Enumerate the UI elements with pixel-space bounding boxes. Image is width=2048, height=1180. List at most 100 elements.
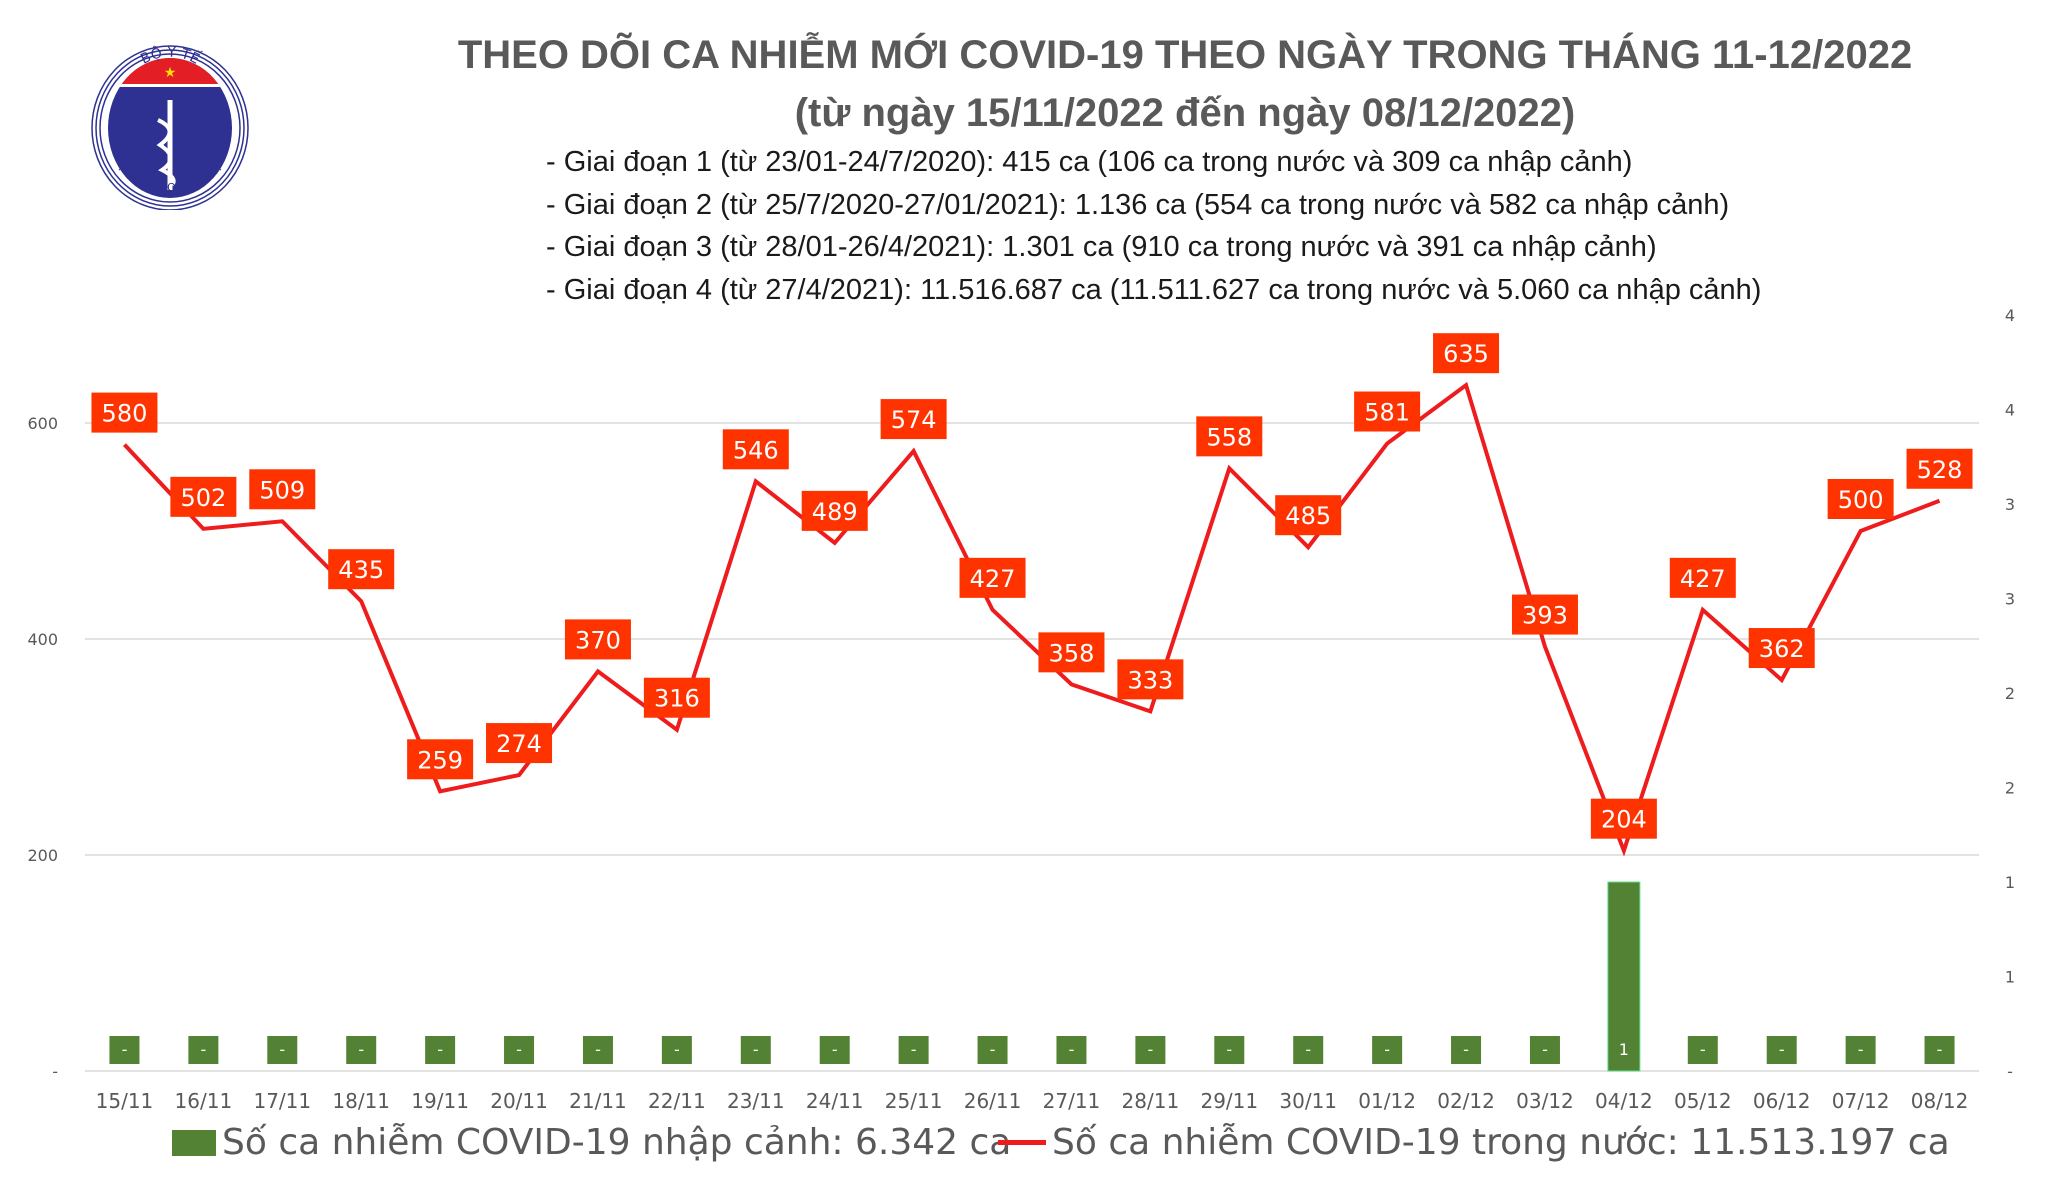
line-data-label-box bbox=[328, 549, 395, 590]
line-data-label-box bbox=[643, 677, 710, 718]
legend-item-imported: Số ca nhiễm COVID-19 nhập cảnh: 6.342 ca bbox=[172, 1122, 1011, 1163]
right-axis-tick-label: 3 bbox=[2005, 495, 2015, 514]
line-data-label-box bbox=[564, 619, 631, 660]
line-data-label-box bbox=[1275, 495, 1342, 536]
line-data-label-box bbox=[91, 392, 158, 433]
bar-data-label: - bbox=[122, 1040, 128, 1059]
bar-zero-label-box bbox=[1924, 1036, 1955, 1064]
line-data-label-box bbox=[880, 399, 947, 440]
line-data-label: 435 bbox=[338, 556, 384, 584]
right-axis-tick-label: 2 bbox=[2005, 684, 2015, 703]
bar-data-label: - bbox=[1937, 1040, 1943, 1059]
x-axis-tick-label: 22/11 bbox=[648, 1089, 706, 1113]
x-axis-tick-label: 29/11 bbox=[1200, 1089, 1258, 1113]
line-data-label-box bbox=[486, 723, 553, 764]
line-data-label-box bbox=[1117, 659, 1184, 700]
line-data-label-box bbox=[1196, 416, 1263, 457]
bar-zero-label-box bbox=[267, 1036, 298, 1064]
bar-data-label: - bbox=[1305, 1040, 1311, 1059]
left-axis-tick-label: 600 bbox=[27, 414, 58, 433]
x-axis-tick-label: 06/12 bbox=[1753, 1089, 1811, 1113]
bar-data-label: - bbox=[1384, 1040, 1390, 1059]
legend-swatch-bar bbox=[172, 1129, 216, 1156]
line-data-label-box bbox=[959, 557, 1026, 598]
line-data-label-box bbox=[1748, 628, 1815, 669]
line-series-domestic bbox=[122, 381, 1941, 857]
bar-data-label: - bbox=[832, 1040, 838, 1059]
bar-data-label: - bbox=[1700, 1040, 1706, 1059]
x-axis-tick-label: 23/11 bbox=[727, 1089, 785, 1113]
bar-zero-label-box bbox=[661, 1036, 692, 1064]
bar-zero-label-box bbox=[109, 1036, 140, 1064]
line-data-label: 362 bbox=[1759, 635, 1805, 663]
line-data-label: 574 bbox=[891, 406, 937, 434]
bar-zero-label-box bbox=[1056, 1036, 1087, 1064]
bar-data-label: - bbox=[595, 1040, 601, 1059]
bar-data-label: - bbox=[1542, 1040, 1548, 1059]
line-data-label: 581 bbox=[1364, 399, 1410, 427]
x-axis-tick-label: 17/11 bbox=[253, 1089, 311, 1113]
line-data-label: 333 bbox=[1127, 666, 1173, 694]
bar-zero-label-box bbox=[1372, 1036, 1403, 1064]
x-axis-tick-label: 25/11 bbox=[885, 1089, 943, 1113]
line-data-label-box bbox=[801, 490, 868, 531]
x-axis-tick-label: 19/11 bbox=[411, 1089, 469, 1113]
phase-3-summary: - Giai đoạn 3 (từ 28/01-26/4/2021): 1.30… bbox=[546, 231, 1657, 263]
svg-text:★: ★ bbox=[164, 65, 177, 81]
line-data-label-box bbox=[1827, 479, 1894, 519]
bar-zero-label-box bbox=[1766, 1036, 1797, 1064]
bar-data-label: - bbox=[358, 1040, 364, 1059]
legend-label-imported: Số ca nhiễm COVID-19 nhập cảnh: 6.342 ca bbox=[222, 1122, 1012, 1163]
legend-label-domestic: Số ca nhiễm COVID-19 trong nước: 11.513.… bbox=[1052, 1122, 1950, 1163]
line-data-label: 370 bbox=[575, 626, 621, 654]
bar-data-label: - bbox=[516, 1040, 522, 1059]
bar-data-label: - bbox=[437, 1040, 443, 1059]
line-data-label: 528 bbox=[1917, 456, 1963, 484]
phase-2-summary: - Giai đoạn 2 (từ 25/7/2020-27/01/2021):… bbox=[546, 189, 1730, 221]
x-axis-tick-label: 02/12 bbox=[1437, 1089, 1495, 1113]
left-axis-tick-label: 400 bbox=[27, 630, 58, 649]
line-data-label-box bbox=[1906, 448, 1973, 489]
line-data-label-box bbox=[722, 429, 789, 470]
x-axis-tick-label: 07/12 bbox=[1832, 1089, 1890, 1113]
line-data-label: 274 bbox=[496, 730, 542, 758]
line-data-label: 489 bbox=[812, 498, 858, 526]
line-data-label: 259 bbox=[417, 746, 463, 774]
phase-4-summary: - Giai đoạn 4 (từ 27/4/2021): 11.516.687… bbox=[546, 274, 1762, 306]
line-data-label: 558 bbox=[1206, 423, 1252, 451]
line-data-label-box bbox=[1669, 557, 1736, 598]
x-axis-tick-label: 01/12 bbox=[1358, 1089, 1416, 1113]
ministry-of-health-logo: ★ BỘ Y TẾ MINISTRY OF HEALTH bbox=[91, 43, 249, 210]
right-axis-tick-label: 2 bbox=[2005, 779, 2015, 798]
phase-1-summary: - Giai đoạn 1 (từ 23/01-24/7/2020): 415 … bbox=[546, 146, 1633, 178]
line-data-label-box bbox=[1354, 391, 1421, 432]
line-data-label-box bbox=[1038, 632, 1105, 673]
line-data-label: 204 bbox=[1601, 806, 1647, 834]
bar-data-label: - bbox=[279, 1040, 285, 1059]
bar-data-label: - bbox=[990, 1040, 996, 1059]
bar-zero-label-box bbox=[188, 1036, 219, 1064]
line-data-label-box bbox=[249, 469, 316, 510]
bar-zero-label-box bbox=[582, 1036, 613, 1064]
line-data-label: 502 bbox=[180, 484, 226, 512]
x-axis-tick-label: 04/12 bbox=[1595, 1089, 1653, 1113]
line-data-label: 427 bbox=[970, 565, 1016, 593]
line-data-label: 427 bbox=[1680, 565, 1726, 593]
x-axis-tick-label: 20/11 bbox=[490, 1089, 548, 1113]
line-data-label: 580 bbox=[102, 400, 148, 428]
line-data-label-box bbox=[170, 476, 237, 517]
bar-data-label: - bbox=[911, 1040, 917, 1059]
chart-subtitle: (từ ngày 15/11/2022 đến ngày 08/12/2022) bbox=[794, 91, 1576, 135]
bar-data-label: - bbox=[1463, 1040, 1469, 1059]
bar-data-label: - bbox=[674, 1040, 680, 1059]
line-data-label-box bbox=[407, 739, 474, 780]
line-data-label: 485 bbox=[1285, 502, 1331, 530]
line-data-label: 358 bbox=[1049, 639, 1095, 667]
line-data-label: 316 bbox=[654, 685, 700, 713]
bar-zero-label-box bbox=[819, 1036, 850, 1064]
bar-zero-label-box bbox=[1451, 1036, 1482, 1064]
bar-zero-label-box bbox=[504, 1036, 535, 1064]
bar-zero-label-box bbox=[977, 1036, 1008, 1064]
bar-data-label: - bbox=[1069, 1040, 1075, 1059]
line-data-label: 546 bbox=[733, 436, 779, 464]
